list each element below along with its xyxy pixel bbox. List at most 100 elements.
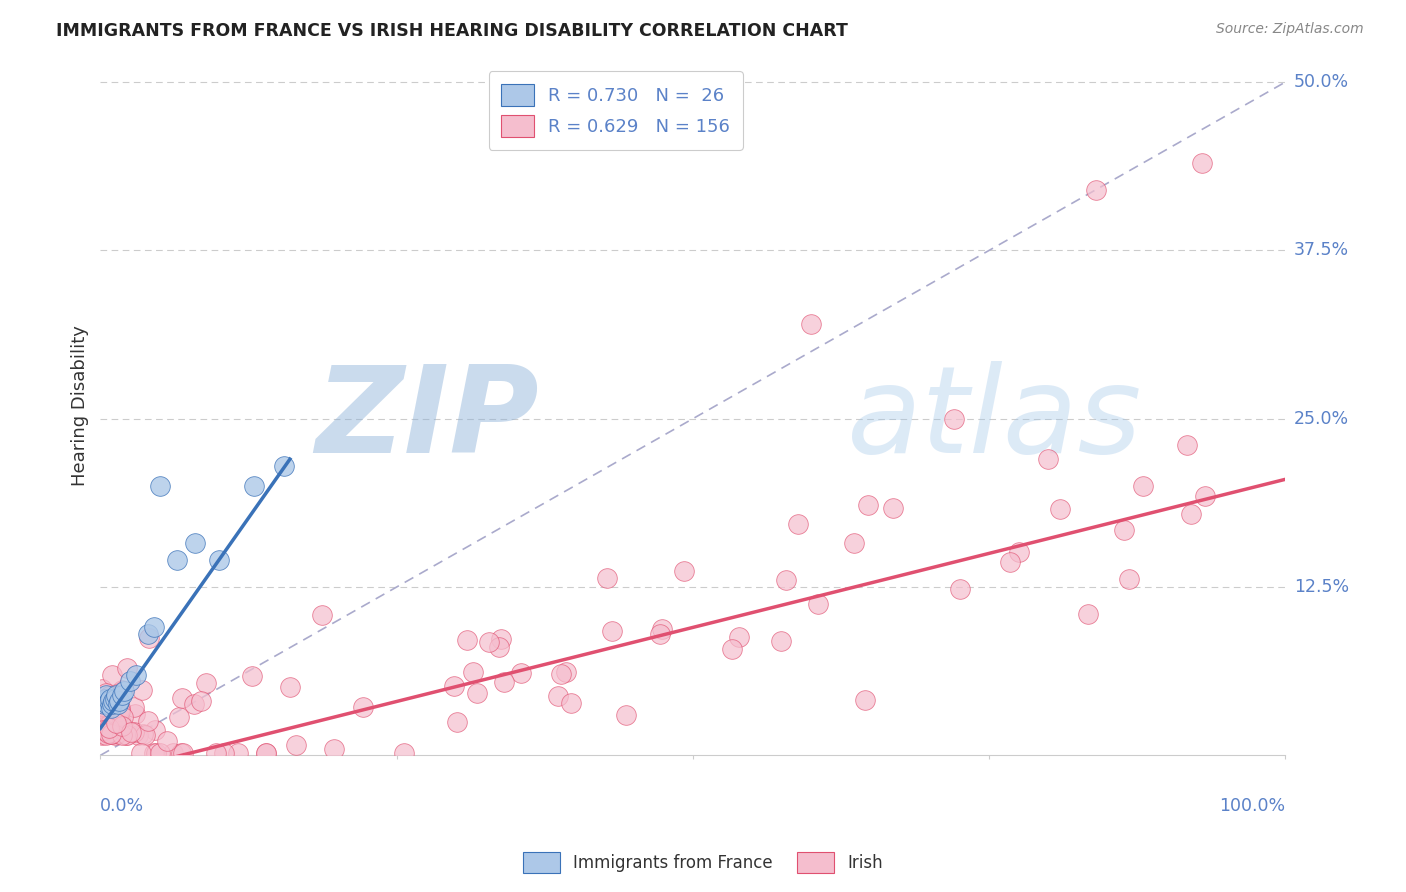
Point <box>108 701 131 715</box>
Point <box>446 715 468 730</box>
Text: atlas: atlas <box>846 360 1142 478</box>
Point <box>125 667 148 681</box>
Point <box>596 571 619 585</box>
Point <box>488 640 510 654</box>
Point <box>243 479 266 493</box>
Point <box>1191 156 1213 170</box>
Point <box>100 717 122 731</box>
Point <box>107 707 129 722</box>
Point <box>105 725 128 739</box>
Point <box>111 719 134 733</box>
Point <box>769 634 792 648</box>
Point <box>112 683 135 698</box>
Point <box>94 723 117 737</box>
Point <box>96 697 118 711</box>
Point <box>1038 452 1060 467</box>
Point <box>100 723 122 737</box>
Point <box>145 746 167 760</box>
Point <box>492 675 515 690</box>
Point <box>882 501 904 516</box>
Point <box>100 701 122 715</box>
Point <box>1049 502 1071 516</box>
Point <box>110 728 132 742</box>
Point <box>91 694 114 708</box>
Point <box>101 668 124 682</box>
Point <box>278 680 301 694</box>
Point <box>90 719 112 733</box>
Point <box>98 719 121 733</box>
Point <box>465 686 488 700</box>
Point <box>97 689 120 703</box>
Point <box>115 728 138 742</box>
Point <box>478 635 501 649</box>
Point <box>167 710 190 724</box>
Point <box>94 714 117 728</box>
Point <box>93 697 115 711</box>
Point <box>322 741 344 756</box>
Point <box>104 690 127 704</box>
Point <box>98 711 121 725</box>
Point <box>98 726 121 740</box>
Point <box>273 458 295 473</box>
Point <box>183 698 205 712</box>
Point <box>97 698 120 712</box>
Point <box>132 727 155 741</box>
Point <box>100 726 122 740</box>
Point <box>800 318 823 332</box>
Point <box>1084 183 1107 197</box>
Point <box>97 725 120 739</box>
Point <box>614 708 637 723</box>
Point <box>1132 479 1154 493</box>
Text: Source: ZipAtlas.com: Source: ZipAtlas.com <box>1216 22 1364 37</box>
Point <box>105 727 128 741</box>
Point <box>672 564 695 578</box>
Point <box>105 716 128 731</box>
Point <box>311 607 333 622</box>
Text: 12.5%: 12.5% <box>1294 578 1348 596</box>
Point <box>94 728 117 742</box>
Point <box>90 709 112 723</box>
Point <box>550 667 572 681</box>
Point <box>942 411 965 425</box>
Point <box>91 710 114 724</box>
Point <box>94 719 117 733</box>
Point <box>108 704 131 718</box>
Point <box>1180 507 1202 521</box>
Point <box>170 746 193 760</box>
Point <box>94 723 117 737</box>
Point <box>97 715 120 730</box>
Text: 0.0%: 0.0% <box>100 797 145 815</box>
Point <box>184 535 207 549</box>
Text: IMMIGRANTS FROM FRANCE VS IRISH HEARING DISABILITY CORRELATION CHART: IMMIGRANTS FROM FRANCE VS IRISH HEARING … <box>56 22 848 40</box>
Point <box>93 715 115 730</box>
Point <box>842 535 865 549</box>
Point <box>108 723 131 738</box>
Point <box>97 701 120 715</box>
Point <box>96 725 118 739</box>
Point <box>172 746 194 760</box>
Point <box>100 713 122 727</box>
Point <box>103 718 125 732</box>
Point <box>98 721 121 735</box>
Point <box>108 694 131 708</box>
Point <box>949 582 972 596</box>
Point <box>124 699 146 714</box>
Point <box>134 728 156 742</box>
Point <box>1077 607 1099 621</box>
Point <box>94 686 117 700</box>
Point <box>285 738 308 752</box>
Point <box>226 746 249 760</box>
Point <box>90 727 112 741</box>
Point <box>112 721 135 735</box>
Point <box>98 704 121 718</box>
Point <box>115 661 138 675</box>
Text: 37.5%: 37.5% <box>1294 242 1348 260</box>
Point <box>600 624 623 638</box>
Point <box>96 688 118 702</box>
Point <box>443 679 465 693</box>
Point <box>98 718 121 732</box>
Point <box>103 691 125 706</box>
Point <box>204 746 226 760</box>
Point <box>98 691 121 706</box>
Text: 50.0%: 50.0% <box>1294 73 1348 91</box>
